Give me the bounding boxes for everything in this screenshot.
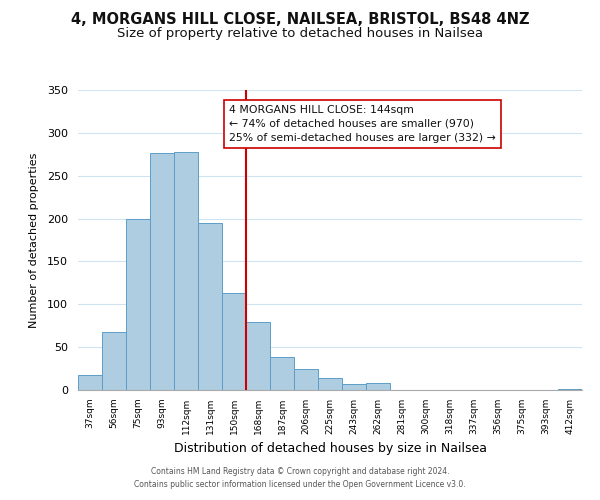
Text: 4, MORGANS HILL CLOSE, NAILSEA, BRISTOL, BS48 4NZ: 4, MORGANS HILL CLOSE, NAILSEA, BRISTOL,… — [71, 12, 529, 28]
Bar — [222, 293, 246, 390]
Bar — [366, 383, 390, 390]
Bar — [102, 332, 126, 390]
Bar — [198, 223, 222, 390]
Text: Contains HM Land Registry data © Crown copyright and database right 2024.: Contains HM Land Registry data © Crown c… — [151, 467, 449, 476]
Bar — [246, 322, 270, 390]
Bar — [174, 152, 198, 390]
Bar — [126, 218, 150, 390]
Bar — [150, 152, 174, 390]
Text: Contains public sector information licensed under the Open Government Licence v3: Contains public sector information licen… — [134, 480, 466, 489]
Bar — [342, 384, 366, 390]
Text: 4 MORGANS HILL CLOSE: 144sqm
← 74% of detached houses are smaller (970)
25% of s: 4 MORGANS HILL CLOSE: 144sqm ← 74% of de… — [229, 105, 496, 143]
Bar — [294, 370, 318, 390]
Bar — [270, 356, 294, 390]
Bar — [318, 378, 342, 390]
Text: Size of property relative to detached houses in Nailsea: Size of property relative to detached ho… — [117, 28, 483, 40]
X-axis label: Distribution of detached houses by size in Nailsea: Distribution of detached houses by size … — [173, 442, 487, 456]
Bar — [78, 374, 102, 390]
Bar — [558, 389, 582, 390]
Y-axis label: Number of detached properties: Number of detached properties — [29, 152, 39, 328]
